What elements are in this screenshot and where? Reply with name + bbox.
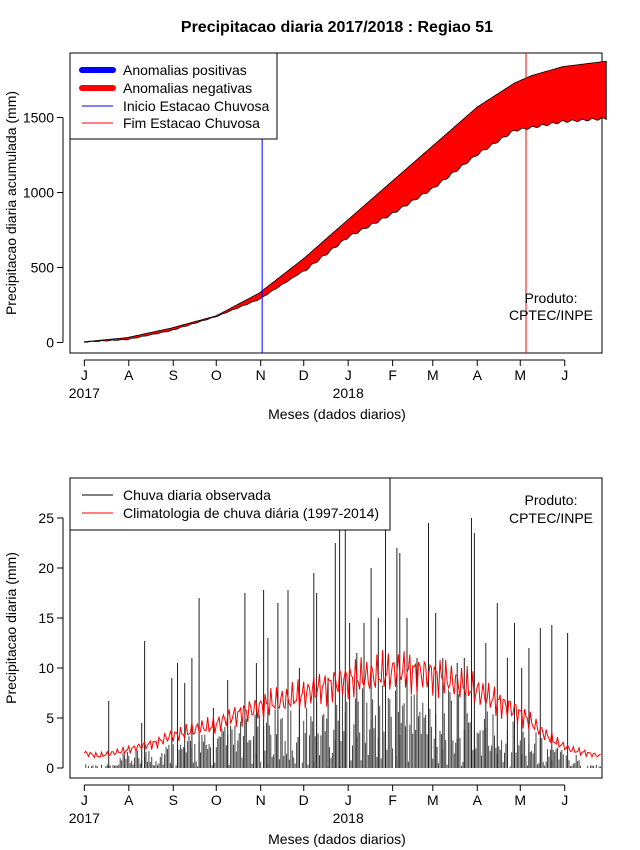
x-tick-label: A <box>124 792 134 808</box>
daily-marks <box>83 513 602 768</box>
daily-chart: 0 5 10 15 20 25 J A S O N D J F M A M J 2017 2018 Chuva di… <box>3 477 603 847</box>
x-tick-label: F <box>388 367 397 383</box>
y-axis: 0 500 1000 1500 <box>23 110 64 351</box>
plot-frame <box>69 52 603 354</box>
product-source: CPTEC/INPE <box>509 307 593 323</box>
x-tick-label: M <box>514 792 526 808</box>
y-axis-label: Precipitacao diaria acumulada (mm) <box>3 91 19 315</box>
x-tick-label: M <box>427 367 439 383</box>
x-axis: J A S O N D J F M A M J 2017 2018 <box>69 359 568 401</box>
year-label: 2017 <box>69 385 100 401</box>
y-axis-label: Precipitacao diaria (mm) <box>3 552 19 704</box>
legend-label-negative: Anomalias negativas <box>123 80 252 96</box>
x-tick-label: N <box>256 792 266 808</box>
x-tick-label: J <box>345 367 352 383</box>
x-tick-label: M <box>427 792 439 808</box>
y-tick-label: 1000 <box>23 185 54 201</box>
x-axis-label: Meses (dados diarios) <box>268 831 406 847</box>
x-tick-label: M <box>514 367 526 383</box>
x-tick-label: O <box>211 792 222 808</box>
x-tick-label: N <box>256 367 266 383</box>
product-label: Produto: <box>525 290 578 306</box>
x-tick-label: J <box>81 792 88 808</box>
x-tick-label: D <box>299 367 309 383</box>
y-tick-label: 500 <box>31 260 55 276</box>
x-tick-label: J <box>81 367 88 383</box>
x-axis-label: Meses (dados diarios) <box>268 406 406 422</box>
product-label: Produto: <box>525 492 578 508</box>
legend-label-end: Fim Estacao Chuvosa <box>123 115 260 131</box>
year-label: 2017 <box>69 810 100 826</box>
chart-title: Precipitacao diaria 2017/2018 : Regiao 5… <box>181 19 493 36</box>
x-tick-label: A <box>473 792 483 808</box>
x-tick-label: S <box>169 792 178 808</box>
negative-anomaly-area <box>83 60 607 343</box>
y-tick-label: 0 <box>46 760 54 776</box>
y-tick-label: 10 <box>38 660 54 676</box>
x-tick-label: A <box>124 367 134 383</box>
x-tick-label: J <box>345 792 352 808</box>
x-tick-label: F <box>388 792 397 808</box>
x-tick-label: S <box>169 367 178 383</box>
y-tick-label: 15 <box>38 610 54 626</box>
legend-label-observed: Chuva diaria observada <box>123 487 271 503</box>
x-tick-label: O <box>211 367 222 383</box>
x-tick-label: D <box>299 792 309 808</box>
chart-legend: Anomalias positivas Anomalias negativas … <box>69 52 278 140</box>
legend-label-start: Inicio Estacao Chuvosa <box>123 98 270 114</box>
legend-label-positive: Anomalias positivas <box>123 62 247 78</box>
x-tick-label: J <box>561 367 568 383</box>
legend-box <box>69 477 391 531</box>
product-source: CPTEC/INPE <box>509 510 593 526</box>
y-tick-label: 0 <box>46 335 54 351</box>
y-tick-label: 1500 <box>23 110 54 126</box>
y-tick-label: 20 <box>38 560 54 576</box>
year-label: 2018 <box>333 385 364 401</box>
legend-label-climatology: Climatologia de chuva diária (1997-2014) <box>123 505 379 521</box>
x-tick-label: J <box>561 792 568 808</box>
y-axis: 0 5 10 15 20 25 <box>38 510 64 776</box>
year-label: 2018 <box>333 810 364 826</box>
cumulative-chart: 0 500 1000 1500 J A S O N D J F M A M J 2017 2018 Anomal… <box>3 52 607 422</box>
y-tick-label: 5 <box>46 710 54 726</box>
climatology-line <box>83 650 601 759</box>
cumulative-marks <box>83 53 607 353</box>
x-tick-label: A <box>473 367 483 383</box>
x-axis: J A S O N D J F M A M J 2017 2018 <box>69 784 568 826</box>
y-tick-label: 25 <box>38 510 54 526</box>
chart-legend: Chuva diaria observada Climatologia de c… <box>69 477 391 531</box>
